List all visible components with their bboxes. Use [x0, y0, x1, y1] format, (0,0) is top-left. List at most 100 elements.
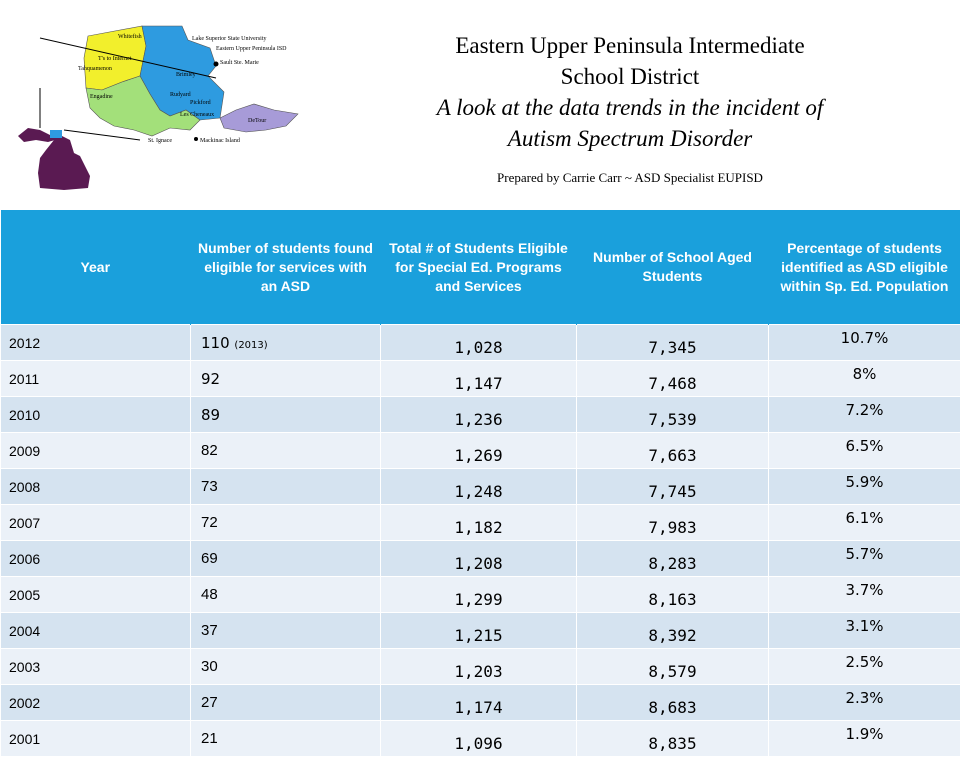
column-header-school-aged: Number of School Aged Students [577, 210, 769, 325]
cell-school-aged: 7,539 [577, 397, 769, 433]
cell-school-aged: 8,283 [577, 541, 769, 577]
map-label-mackinac: Mackinac Island [200, 138, 240, 144]
cell-sped-total: 1,208 [381, 541, 577, 577]
map-label-engadine: Engadine [90, 94, 113, 100]
cell-sped-total: 1,096 [381, 721, 577, 757]
cell-asd-count: 27 [191, 685, 381, 721]
cell-percentage: 8% [769, 361, 960, 397]
cell-school-aged: 7,745 [577, 469, 769, 505]
cell-school-aged: 7,345 [577, 325, 769, 361]
column-header-year: Year [1, 210, 191, 325]
cell-asd-count: 72 [191, 505, 381, 541]
cell-year: 2006 [1, 541, 191, 577]
cell-asd-count: 110 (2013) [191, 325, 381, 361]
cell-asd-count: 21 [191, 721, 381, 757]
cell-asd-count: 37 [191, 613, 381, 649]
cell-percentage: 3.1% [769, 613, 960, 649]
asd-count-value: 27 [201, 694, 218, 711]
cell-sped-total: 1,215 [381, 613, 577, 649]
mackinac-marker [194, 137, 198, 141]
cell-year: 2010 [1, 397, 191, 433]
cell-year: 2001 [1, 721, 191, 757]
cell-school-aged: 7,468 [577, 361, 769, 397]
column-header-percentage: Percentage of students identified as ASD… [769, 210, 960, 325]
cell-percentage: 2.3% [769, 685, 960, 721]
cell-year: 2012 [1, 325, 191, 361]
cell-school-aged: 8,835 [577, 721, 769, 757]
cell-asd-count: 82 [191, 433, 381, 469]
cell-sped-total: 1,299 [381, 577, 577, 613]
asd-count-value: 73 [201, 478, 218, 495]
cell-year: 2008 [1, 469, 191, 505]
column-header-asd-count: Number of students found eligible for se… [191, 210, 381, 325]
cell-percentage: 10.7% [769, 325, 960, 361]
slide-title: Eastern Upper Peninsula Intermediate Sch… [370, 30, 890, 154]
map-label-brimley: Brimley [176, 72, 196, 78]
cell-sped-total: 1,147 [381, 361, 577, 397]
cell-year: 2009 [1, 433, 191, 469]
cell-year: 2002 [1, 685, 191, 721]
cell-sped-total: 1,174 [381, 685, 577, 721]
prepared-by-text: Prepared by Carrie Carr ~ ASD Specialist… [370, 170, 890, 186]
asd-count-value: 89 [201, 406, 220, 424]
cell-sped-total: 1,248 [381, 469, 577, 505]
cell-year: 2007 [1, 505, 191, 541]
map-label-eupisd: Eastern Upper Peninsula ISD [216, 46, 287, 52]
asd-count-value: 30 [201, 658, 218, 675]
map-label-pickford: Pickford [190, 99, 211, 106]
title-line-2: School District [370, 61, 890, 92]
cell-percentage: 6.5% [769, 433, 960, 469]
asd-count-value: 72 [201, 514, 218, 531]
asd-count-value: 69 [201, 550, 218, 567]
cell-school-aged: 8,683 [577, 685, 769, 721]
asd-count-value: 37 [201, 622, 218, 639]
cell-asd-count: 92 [191, 361, 381, 397]
map-label-st-ignace: St. Ignace [148, 138, 172, 144]
cell-school-aged: 8,163 [577, 577, 769, 613]
cell-year: 2003 [1, 649, 191, 685]
district-map-illustration: Whitefish T's to Internet Tahquamenon En… [10, 18, 310, 193]
cell-school-aged: 7,983 [577, 505, 769, 541]
cell-percentage: 2.5% [769, 649, 960, 685]
cell-percentage: 1.9% [769, 721, 960, 757]
inset-highlight-marker [50, 130, 62, 138]
slide-header: Whitefish T's to Internet Tahquamenon En… [0, 0, 960, 210]
map-label-lssu: Lake Superior State University [192, 36, 266, 42]
connector-line [64, 130, 140, 140]
cell-percentage: 6.1% [769, 505, 960, 541]
sault-marker [214, 62, 219, 67]
cell-asd-count: 48 [191, 577, 381, 613]
subtitle-line-1: A look at the data trends in the inciden… [370, 92, 890, 123]
asd-data-table: Year Number of students found eligible f… [0, 210, 960, 757]
cell-sped-total: 1,203 [381, 649, 577, 685]
cell-year: 2005 [1, 577, 191, 613]
title-line-1: Eastern Upper Peninsula Intermediate [370, 30, 890, 61]
cell-asd-count: 73 [191, 469, 381, 505]
asd-count-value: 21 [201, 730, 218, 747]
cell-sped-total: 1,182 [381, 505, 577, 541]
table-header-row: Year Number of students found eligible f… [1, 210, 960, 325]
cell-percentage: 7.2% [769, 397, 960, 433]
cell-school-aged: 8,579 [577, 649, 769, 685]
asd-count-note: (2013) [234, 340, 267, 351]
cell-sped-total: 1,236 [381, 397, 577, 433]
map-label-sault: Sault Ste. Marie [220, 60, 259, 66]
cell-school-aged: 8,392 [577, 613, 769, 649]
cell-percentage: 3.7% [769, 577, 960, 613]
asd-count-value: 82 [201, 442, 218, 459]
cell-asd-count: 69 [191, 541, 381, 577]
cell-percentage: 5.7% [769, 541, 960, 577]
subtitle-line-2: Autism Spectrum Disorder [370, 123, 890, 154]
